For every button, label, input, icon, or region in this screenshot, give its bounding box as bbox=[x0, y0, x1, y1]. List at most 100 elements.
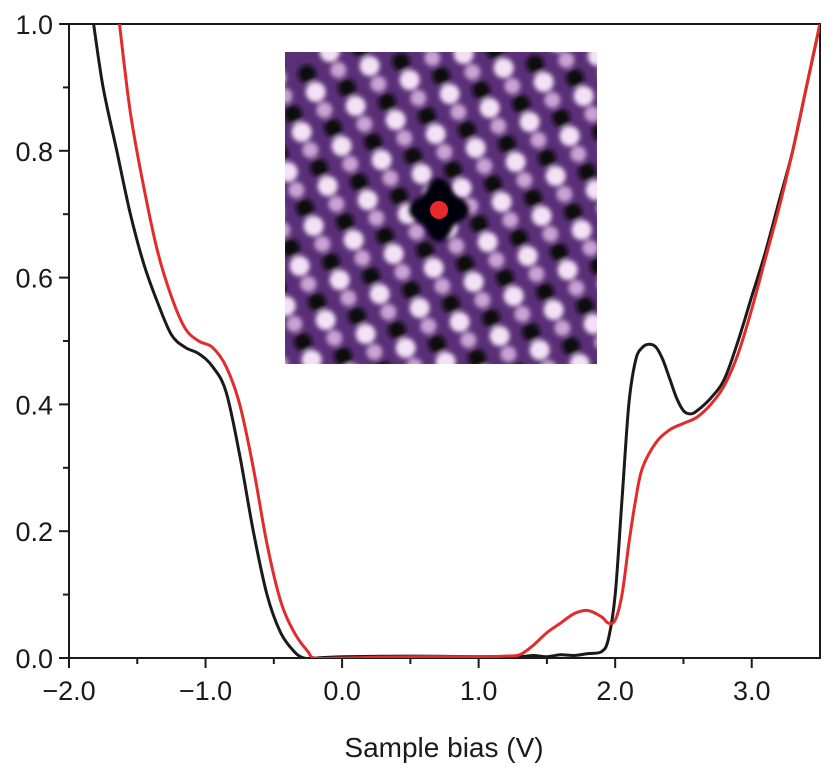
lattice-dark-site bbox=[550, 243, 568, 261]
lattice-bright-atom bbox=[359, 56, 380, 76]
lattice-bright-atom bbox=[342, 364, 362, 384]
lattice-dark-site bbox=[418, 107, 436, 125]
lattice-dark-site bbox=[446, 27, 464, 45]
lattice-bright-atom bbox=[382, 170, 399, 186]
lattice-bright-atom bbox=[301, 350, 322, 364]
lattice-bright-atom bbox=[519, 112, 540, 132]
lattice-dark-site bbox=[458, 121, 476, 139]
lattice-bright-atom bbox=[370, 76, 387, 92]
lattice-dark-site bbox=[522, 323, 540, 341]
lattice-bright-atom bbox=[366, 344, 383, 360]
lattice-bright-atom bbox=[594, 336, 597, 348]
lattice-bright-atom bbox=[529, 340, 550, 360]
lattice-dark-site bbox=[376, 227, 394, 245]
lattice-dark-site bbox=[256, 185, 274, 203]
lattice-bright-atom bbox=[368, 210, 385, 226]
lattice-bright-atom bbox=[298, 410, 314, 426]
lattice-dark-site bbox=[376, 361, 390, 364]
lattice-dark-site bbox=[512, 363, 522, 364]
lattice-dark-site bbox=[298, 65, 316, 83]
lattice-dark-site bbox=[580, 29, 598, 47]
lattice-bright-atom bbox=[305, 82, 326, 102]
lattice-dark-site bbox=[442, 295, 460, 313]
lattice-bright-atom bbox=[326, 330, 343, 346]
lattice-dark-site bbox=[392, 53, 410, 71]
lattice-bright-atom bbox=[425, 124, 446, 144]
lattice-bright-atom bbox=[465, 138, 486, 158]
lattice-bright-atom bbox=[587, 52, 597, 66]
lattice-dark-site bbox=[524, 189, 542, 207]
lattice-dark-site bbox=[510, 229, 528, 247]
y-tick-label: 0.6 bbox=[15, 264, 53, 294]
lattice-bright-atom bbox=[451, 178, 472, 198]
lattice-bright-atom bbox=[533, 72, 554, 92]
lattice-bright-atom bbox=[516, 380, 536, 400]
lattice-bright-atom bbox=[556, 186, 573, 202]
x-tick-label: 2.0 bbox=[596, 676, 634, 706]
lattice-bright-atom bbox=[316, 102, 333, 118]
x-axis-ticks: −2.0 −1.0 0.0 1.0 2.0 3.0 bbox=[42, 658, 771, 706]
lattice-dark-site bbox=[444, 161, 462, 179]
lattice-dark-site bbox=[324, 119, 342, 137]
lattice-bright-atom bbox=[331, 136, 352, 156]
lattice-bright-atom bbox=[262, 336, 282, 356]
lattice-bright-atom bbox=[474, 292, 491, 308]
lattice-bright-atom bbox=[505, 152, 526, 172]
lattice-dark-site bbox=[364, 133, 382, 151]
x-axis-label: Sample bias (V) bbox=[344, 732, 543, 763]
lattice-bright-atom bbox=[315, 310, 336, 330]
lattice-dark-site bbox=[486, 52, 504, 59]
lattice-bright-atom bbox=[568, 280, 585, 296]
lattice-bright-atom bbox=[395, 338, 416, 358]
lattice-dark-site bbox=[456, 255, 474, 273]
lattice-bright-atom bbox=[288, 390, 308, 410]
lattice-bright-atom bbox=[343, 230, 364, 250]
lattice-dark-site bbox=[336, 213, 354, 231]
lattice-bright-atom bbox=[356, 116, 373, 132]
lattice-dark-site bbox=[472, 81, 490, 99]
lattice-bright-atom bbox=[342, 156, 359, 172]
lattice-dark-site bbox=[468, 349, 486, 364]
x-tick-label: 1.0 bbox=[460, 676, 498, 706]
lattice-bright-atom bbox=[406, 358, 423, 364]
lattice-dark-site bbox=[604, 217, 622, 235]
lattice-bright-atom bbox=[285, 357, 289, 364]
lattice-dark-site bbox=[334, 347, 352, 364]
lattice-dark-site bbox=[322, 253, 340, 271]
lattice-dark-site bbox=[402, 281, 420, 299]
lattice-bright-atom bbox=[548, 32, 568, 52]
lattice-bright-atom bbox=[340, 290, 357, 306]
lattice-dark-site bbox=[312, 25, 330, 43]
lattice-dark-site bbox=[498, 135, 516, 153]
lattice-bright-atom bbox=[612, 234, 632, 254]
lattice-dark-site bbox=[592, 123, 597, 141]
lattice-bright-atom bbox=[622, 254, 638, 270]
lattice-bright-atom bbox=[571, 220, 592, 240]
lattice-dark-site bbox=[432, 67, 450, 85]
lattice-bright-atom bbox=[302, 142, 319, 158]
lattice-dark-site bbox=[602, 351, 620, 369]
lattice-bright-atom bbox=[449, 312, 470, 332]
lattice-bright-atom bbox=[531, 206, 552, 226]
lattice-bright-atom bbox=[557, 260, 578, 280]
lattice-bright-atom bbox=[453, 52, 474, 64]
y-tick-label: 0.2 bbox=[15, 517, 53, 547]
series-red-line bbox=[118, 24, 820, 658]
lattice-bright-atom bbox=[542, 226, 559, 242]
lattice-bright-atom bbox=[530, 132, 547, 148]
lattice-bright-atom bbox=[569, 354, 590, 364]
lattice-bright-atom bbox=[580, 374, 596, 390]
lattice-bright-atom bbox=[408, 224, 425, 240]
lattice-bright-atom bbox=[264, 202, 284, 222]
lattice-bright-atom bbox=[566, 414, 582, 430]
lattice-bright-atom bbox=[330, 62, 347, 78]
lattice-bright-atom bbox=[357, 190, 378, 210]
lattice-bright-atom bbox=[526, 400, 542, 416]
lattice-bright-atom bbox=[610, 368, 630, 388]
lattice-bright-atom bbox=[489, 326, 510, 346]
lattice-dark-site bbox=[482, 309, 500, 327]
lattice-bright-atom bbox=[543, 300, 564, 320]
lattice-dark-site bbox=[590, 257, 597, 275]
lattice-dark-site bbox=[350, 173, 368, 191]
